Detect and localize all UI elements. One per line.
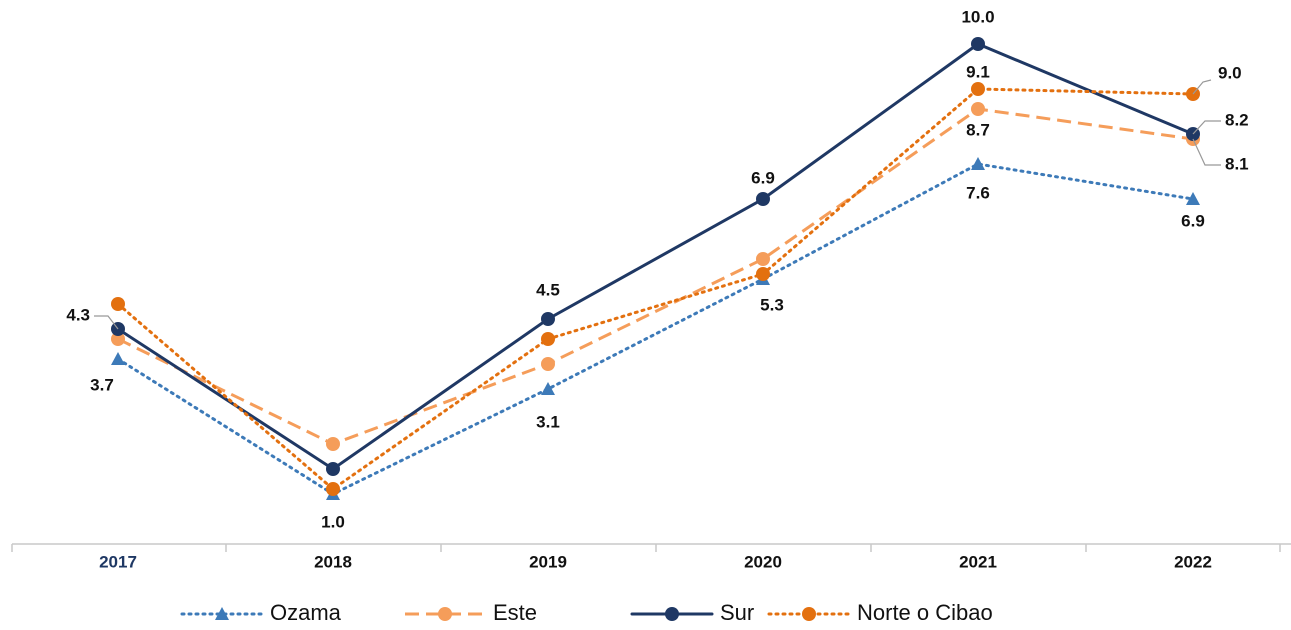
- x-tick-label: 2018: [314, 552, 352, 571]
- data-label: 7.6: [966, 183, 990, 202]
- leader-line: [1192, 120, 1221, 135]
- x-tick-label: 2022: [1174, 552, 1212, 571]
- x-tick-label: 2020: [744, 552, 782, 571]
- marker: [111, 352, 125, 365]
- marker: [541, 312, 555, 326]
- data-label: 8.7: [966, 120, 990, 139]
- marker: [1186, 192, 1200, 205]
- marker: [215, 607, 229, 620]
- legend-item: Ozama: [180, 600, 342, 625]
- data-label: 4.5: [536, 280, 560, 299]
- series: [111, 82, 1200, 496]
- data-label: 10.0: [961, 7, 994, 26]
- series: [111, 102, 1200, 451]
- leader-line: [1192, 79, 1212, 95]
- legend-item: Este: [405, 600, 537, 625]
- data-label: 3.1: [536, 412, 560, 431]
- marker: [756, 267, 770, 281]
- data-label: 8.1: [1225, 154, 1249, 173]
- series: [111, 37, 1200, 476]
- x-tick-label: 2019: [529, 552, 567, 571]
- marker: [971, 82, 985, 96]
- data-label: 9.1: [966, 62, 990, 81]
- legend-label: Norte o Cibao: [857, 600, 993, 625]
- leader-line: [94, 315, 119, 330]
- marker: [971, 37, 985, 51]
- data-label: 8.2: [1225, 110, 1249, 129]
- series: [111, 157, 1200, 500]
- marker: [541, 357, 555, 371]
- marker: [756, 192, 770, 206]
- x-tick-label: 2021: [959, 552, 997, 571]
- legend-label: Ozama: [270, 600, 342, 625]
- marker: [665, 607, 679, 621]
- marker: [326, 482, 340, 496]
- marker: [802, 607, 816, 621]
- series-line: [116, 87, 1195, 491]
- x-tick-label: 2017: [99, 552, 137, 571]
- data-label: 1.0: [321, 512, 345, 531]
- data-label: 4.3: [66, 305, 90, 324]
- legend-item: Norte o Cibao: [767, 600, 993, 625]
- series-line: [116, 42, 1195, 471]
- series-line: [117, 107, 1194, 446]
- marker: [111, 332, 125, 346]
- marker: [438, 607, 452, 621]
- marker: [756, 252, 770, 266]
- legend-item: Sur: [630, 600, 754, 625]
- marker: [326, 462, 340, 476]
- legend-label: Sur: [720, 600, 754, 625]
- marker: [971, 102, 985, 116]
- marker: [541, 382, 555, 395]
- series-line: [116, 162, 1195, 496]
- data-label: 5.3: [760, 295, 784, 314]
- data-label: 3.7: [90, 375, 114, 394]
- marker: [971, 157, 985, 170]
- legend-label: Este: [493, 600, 537, 625]
- data-label: 6.9: [1181, 211, 1205, 230]
- leader-line: [1192, 138, 1221, 166]
- data-label: 9.0: [1218, 63, 1242, 82]
- marker: [111, 297, 125, 311]
- marker: [541, 332, 555, 346]
- marker: [326, 437, 340, 451]
- data-label: 6.9: [751, 168, 775, 187]
